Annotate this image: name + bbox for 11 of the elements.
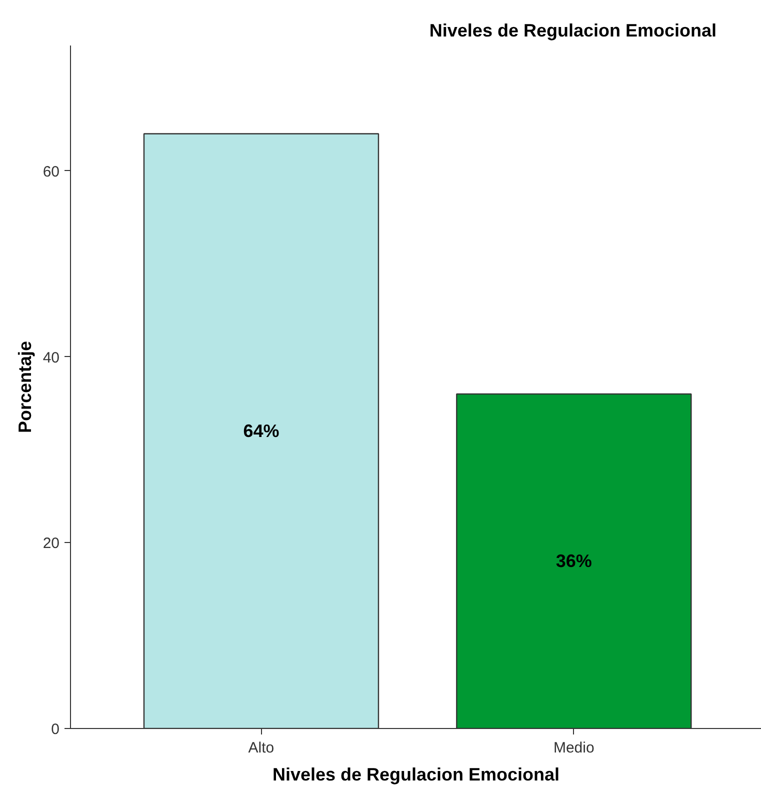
data-label: 64%: [243, 421, 280, 442]
y-axis-title: Porcentaje: [14, 340, 35, 434]
data-label: 36%: [556, 551, 592, 572]
x-axis-title: Niveles de Regulacion Emocional: [272, 764, 560, 784]
x-tick-label: Medio: [553, 740, 594, 756]
y-tick-label: 60: [42, 163, 60, 180]
y-tick-label: 20: [42, 535, 60, 552]
y-tick-label: 40: [42, 349, 60, 366]
chart-title: Niveles de Regulacion Emocional: [429, 20, 717, 40]
x-tick-label: Alto: [248, 740, 274, 756]
y-tick-label: 0: [51, 721, 60, 738]
